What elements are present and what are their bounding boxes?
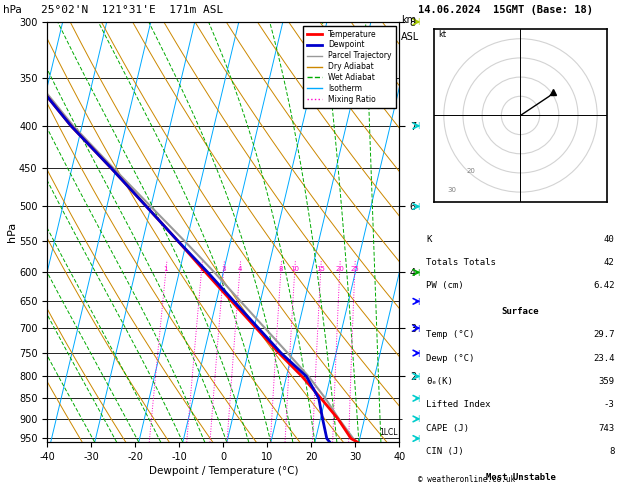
Text: -3: -3 xyxy=(604,400,615,409)
Text: 3: 3 xyxy=(221,266,226,272)
Text: CIN (J): CIN (J) xyxy=(426,447,464,456)
Legend: Temperature, Dewpoint, Parcel Trajectory, Dry Adiabat, Wet Adiabat, Isotherm, Mi: Temperature, Dewpoint, Parcel Trajectory… xyxy=(303,26,396,108)
Text: 1: 1 xyxy=(164,266,168,272)
Text: Surface: Surface xyxy=(502,307,539,316)
Text: 25°02'N  121°31'E  171m ASL: 25°02'N 121°31'E 171m ASL xyxy=(41,5,223,15)
Text: CAPE (J): CAPE (J) xyxy=(426,424,469,433)
Text: |: | xyxy=(417,325,420,331)
Text: 14.06.2024  15GMT (Base: 18): 14.06.2024 15GMT (Base: 18) xyxy=(418,5,593,15)
Text: 25: 25 xyxy=(350,266,359,272)
Text: 30: 30 xyxy=(448,187,457,193)
Text: 42: 42 xyxy=(604,258,615,267)
Text: |: | xyxy=(417,122,420,129)
Text: 1LCL: 1LCL xyxy=(379,428,398,437)
Text: 8: 8 xyxy=(279,266,283,272)
Text: 8: 8 xyxy=(609,447,615,456)
Text: Totals Totals: Totals Totals xyxy=(426,258,496,267)
Text: ASL: ASL xyxy=(401,32,419,42)
Text: 15: 15 xyxy=(316,266,325,272)
Text: PW (cm): PW (cm) xyxy=(426,281,464,290)
Text: 10: 10 xyxy=(290,266,299,272)
Text: © weatheronline.co.uk: © weatheronline.co.uk xyxy=(418,474,515,484)
Text: |: | xyxy=(417,395,420,402)
Text: |: | xyxy=(417,269,420,276)
Text: 29.7: 29.7 xyxy=(593,330,615,339)
Text: |: | xyxy=(417,373,420,380)
Text: |: | xyxy=(417,18,420,25)
Text: |: | xyxy=(417,416,420,422)
Text: 359: 359 xyxy=(598,377,615,386)
Text: |: | xyxy=(417,203,420,210)
Text: 40: 40 xyxy=(604,235,615,243)
Text: θₑ(K): θₑ(K) xyxy=(426,377,454,386)
Text: Most Unstable: Most Unstable xyxy=(486,473,555,482)
Text: Dewp (°C): Dewp (°C) xyxy=(426,354,475,363)
Text: 20: 20 xyxy=(335,266,344,272)
Text: K: K xyxy=(426,235,432,243)
X-axis label: Dewpoint / Temperature (°C): Dewpoint / Temperature (°C) xyxy=(148,466,298,476)
Text: 2: 2 xyxy=(199,266,204,272)
Text: 4: 4 xyxy=(238,266,242,272)
Text: |: | xyxy=(417,298,420,305)
Text: Lifted Index: Lifted Index xyxy=(426,400,491,409)
Text: km: km xyxy=(401,15,416,25)
Text: |: | xyxy=(417,349,420,357)
Y-axis label: hPa: hPa xyxy=(8,222,18,242)
Text: kt: kt xyxy=(438,30,446,39)
Text: Temp (°C): Temp (°C) xyxy=(426,330,475,339)
Text: hPa: hPa xyxy=(3,5,22,15)
Text: 6.42: 6.42 xyxy=(593,281,615,290)
Text: |: | xyxy=(417,435,420,442)
Text: 20: 20 xyxy=(467,168,476,174)
Text: 23.4: 23.4 xyxy=(593,354,615,363)
Text: 743: 743 xyxy=(598,424,615,433)
